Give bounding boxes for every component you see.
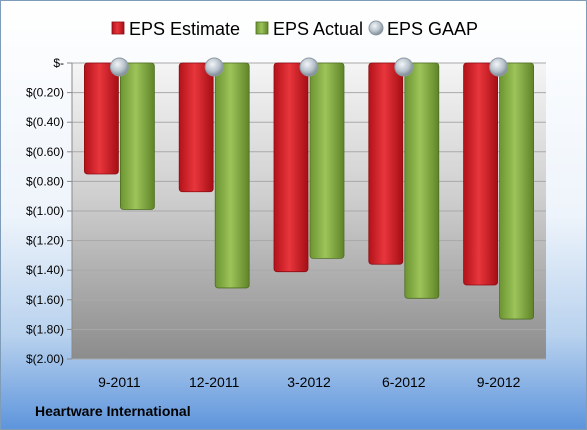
x-tick-label: 12-2011 bbox=[189, 374, 240, 390]
estimate-bar bbox=[368, 62, 404, 265]
legend-label: EPS Actual bbox=[273, 19, 363, 39]
y-tick-label: $(0.60) bbox=[26, 145, 64, 159]
gaap-marker bbox=[489, 57, 509, 77]
legend: EPS Estimate EPS Actual EPS GAAP bbox=[111, 19, 478, 39]
gaap-marker bbox=[109, 57, 129, 77]
y-tick-label: $(2.00) bbox=[26, 352, 64, 366]
y-tick-label: $(1.80) bbox=[26, 322, 64, 336]
y-tick-label: $(0.40) bbox=[26, 115, 64, 129]
estimate-bar bbox=[273, 62, 309, 273]
x-tick-label: 3-2012 bbox=[287, 374, 331, 390]
legend-swatch bbox=[111, 21, 125, 35]
legend-swatch bbox=[255, 21, 269, 35]
y-tick-label: $(1.40) bbox=[26, 263, 64, 277]
actual-bar bbox=[214, 62, 250, 289]
estimate-bar bbox=[178, 62, 214, 193]
x-tick-label: 9-2012 bbox=[477, 374, 521, 390]
gaap-marker bbox=[204, 57, 224, 77]
y-tick-label: $(0.20) bbox=[26, 86, 64, 100]
gaap-marker bbox=[394, 57, 414, 77]
bars bbox=[84, 57, 535, 320]
actual-bar bbox=[309, 62, 345, 259]
y-axis: $- $(0.20) $(0.40) $(0.60) $(0.80) $(1.00) $(1… bbox=[26, 56, 73, 366]
y-tick-label: $(1.00) bbox=[26, 204, 64, 218]
gaap-marker bbox=[299, 57, 319, 77]
company-name: Heartware International bbox=[35, 403, 191, 419]
y-tick-label: $(1.60) bbox=[26, 293, 64, 307]
x-axis: 9-2011 12-2011 3-2012 6-2012 9-2012 bbox=[98, 374, 520, 390]
legend-swatch bbox=[368, 20, 384, 36]
estimate-bar bbox=[84, 62, 119, 175]
actual-bar bbox=[499, 62, 535, 320]
x-tick-label: 9-2011 bbox=[98, 374, 141, 390]
actual-bar bbox=[120, 62, 155, 210]
y-tick-label: $- bbox=[53, 56, 64, 70]
legend-label: EPS GAAP bbox=[387, 19, 478, 39]
x-tick-label: 6-2012 bbox=[382, 374, 426, 390]
actual-bar bbox=[404, 62, 440, 299]
estimate-bar bbox=[463, 62, 499, 286]
y-tick-label: $(1.20) bbox=[26, 234, 64, 248]
y-tick-label: $(0.80) bbox=[26, 174, 64, 188]
legend-label: EPS Estimate bbox=[129, 19, 240, 39]
